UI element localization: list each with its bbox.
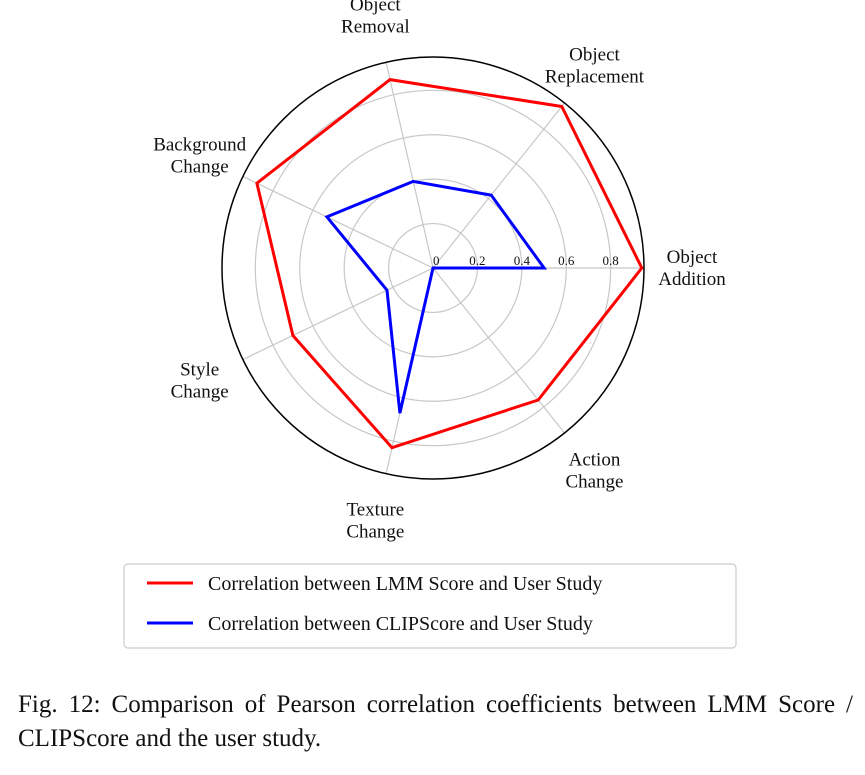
axis-label-0-line-1: Addition xyxy=(658,269,726,290)
axis-label-2-line-1: Removal xyxy=(341,16,410,37)
axis-label-4-line-1: Change xyxy=(171,381,229,402)
figure-caption: Fig. 12: Comparison of Pearson correlati… xyxy=(18,691,853,752)
radial-tick-label-4: 0.8 xyxy=(603,253,619,268)
axis-label-6: Action Change xyxy=(565,449,623,492)
axis-label-1-line-0: Object xyxy=(569,45,620,66)
axis-label-4: Style Change xyxy=(171,359,229,402)
axis-label-0: Object Addition xyxy=(658,247,726,290)
series-1-point-0 xyxy=(543,267,545,269)
axis-label-1-line-1: Replacement xyxy=(545,67,645,88)
axis-label-1: Object Replacement xyxy=(545,45,645,88)
series-0-point-3 xyxy=(256,182,258,184)
axis-label-5: Texture Change xyxy=(346,500,404,543)
radar-series xyxy=(255,78,644,450)
radial-tick-label-0: 0 xyxy=(433,253,440,268)
series-0-point-2 xyxy=(389,79,391,81)
axis-label-5-line-0: Texture xyxy=(346,500,404,521)
axis-label-3-line-0: Background xyxy=(153,135,246,156)
grid-spoke-6 xyxy=(432,267,566,434)
series-0-point-5 xyxy=(391,447,393,449)
series-1-point-4 xyxy=(386,289,388,291)
series-0-point-6 xyxy=(537,399,539,401)
legend-frame xyxy=(123,563,737,649)
axis-label-2-line-0: Object xyxy=(350,0,401,15)
axis-label-6-line-0: Action xyxy=(569,449,621,470)
axis-label-5-line-1: Change xyxy=(346,522,404,543)
legend-label-clip: Correlation between CLIPScore and User S… xyxy=(208,613,593,635)
series-0-point-1 xyxy=(561,106,563,108)
series-1-point-6 xyxy=(432,267,434,269)
axis-label-3-line-1: Change xyxy=(171,157,229,178)
series-1-polygon xyxy=(324,179,548,414)
axis-label-4-line-0: Style xyxy=(180,359,219,380)
axis-label-3: Background Change xyxy=(153,135,246,178)
radar-outer-frame xyxy=(221,56,645,480)
radial-tick-label-3: 0.6 xyxy=(558,253,575,268)
series-1-point-3 xyxy=(326,216,328,218)
legend: Correlation between LMM Score and User S… xyxy=(123,563,737,649)
series-1-point-2 xyxy=(412,180,414,182)
radial-tick-label-2: 0.4 xyxy=(514,253,531,268)
series-1-point-5 xyxy=(399,412,401,414)
grid-spoke-1 xyxy=(432,102,566,269)
legend-label-lmm: Correlation between LMM Score and User S… xyxy=(208,573,602,595)
radial-tick-label-1: 0.2 xyxy=(469,253,485,268)
series-0-polygon xyxy=(255,78,644,450)
series-0-point-0 xyxy=(641,267,643,269)
axis-label-6-line-1: Change xyxy=(565,471,623,492)
grid-spoke-3 xyxy=(242,175,434,269)
series-1-point-1 xyxy=(490,194,492,196)
radial-tick-labels: 0 0.2 0.4 0.6 0.8 xyxy=(433,253,619,268)
series-0-point-4 xyxy=(292,334,294,336)
axis-label-2: Object Removal xyxy=(341,0,410,37)
grid-spoke-2 xyxy=(385,62,434,269)
axis-label-0-line-0: Object xyxy=(667,247,718,268)
grid-spoke-4 xyxy=(242,267,434,361)
